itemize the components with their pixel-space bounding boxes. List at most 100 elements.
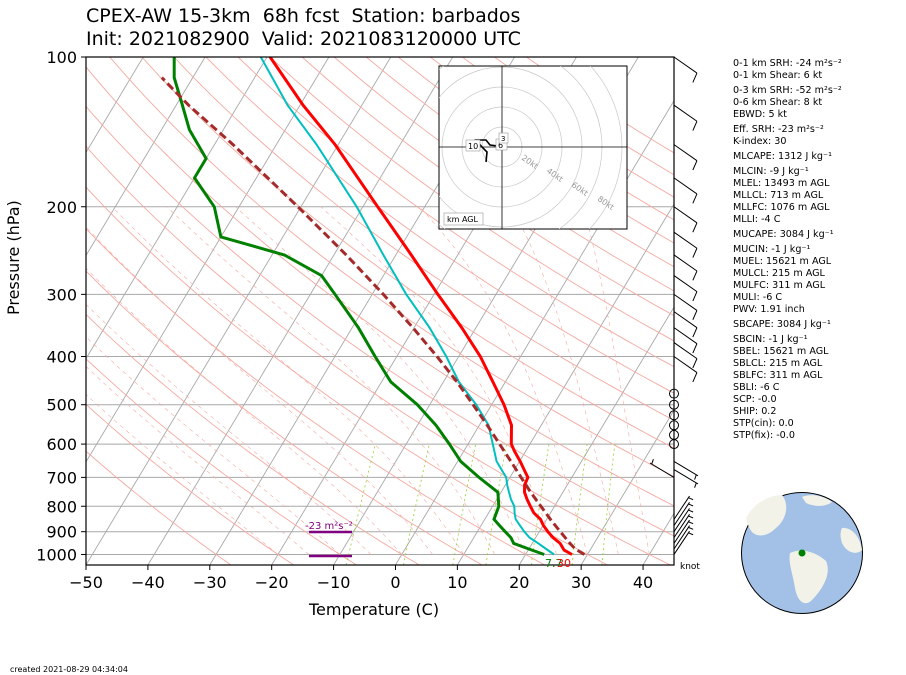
- y-tick-label: 1000: [36, 545, 77, 564]
- index-line: MULI: -6 C: [733, 292, 783, 303]
- index-line: MLCAPE: 1312 J kg⁻¹: [733, 151, 832, 162]
- x-tick-label: −10: [317, 573, 351, 592]
- isotherm-line: [518, 306, 674, 565]
- y-tick-label: 900: [46, 523, 77, 542]
- moist-adiabat: [86, 366, 310, 555]
- isotherm-line: [86, 57, 144, 154]
- dry-adiabat: [109, 57, 674, 478]
- wind-barb: [673, 327, 698, 354]
- wind-barb: [673, 144, 698, 171]
- x-tick-label: 40: [633, 573, 653, 592]
- wind-barb: [673, 206, 698, 233]
- x-tick-label: −40: [131, 573, 165, 592]
- index-line: MLEL: 13493 m AGL: [733, 178, 830, 189]
- y-tick-label: 600: [46, 435, 77, 454]
- index-line: 0-6 km Shear: 8 kt: [733, 97, 823, 108]
- dry-adiabat: [86, 145, 671, 565]
- wind-barb: [673, 502, 694, 526]
- africa-landmass: [840, 527, 862, 553]
- wind-barb: [673, 356, 698, 383]
- mixing-ratio-line: [403, 444, 430, 565]
- index-line: MULFC: 311 m AGL: [733, 280, 826, 291]
- index-line: SBCAPE: 3084 J kg⁻¹: [733, 319, 831, 330]
- dry-adiabat: [205, 57, 674, 394]
- moist-adiabat: [320, 206, 557, 555]
- index-line: PWV: 1.91 inch: [733, 304, 805, 315]
- south-america-landmass: [789, 550, 828, 604]
- knots-label: knot: [680, 562, 700, 572]
- moist-adiabat: [111, 206, 464, 555]
- index-line: SHIP: 0.2: [733, 406, 777, 417]
- calm-wind-circle: [669, 399, 679, 410]
- dry-adiabat: [237, 57, 674, 368]
- mixing-ratio-line: [601, 444, 616, 565]
- isotherm-line: [456, 203, 674, 565]
- index-line: SBLCL: 215 m AGL: [733, 358, 823, 369]
- chart-subtitle: Init: 2021082900 Valid: 2021083120000 UT…: [86, 28, 521, 50]
- index-line: SBLFC: 311 m AGL: [733, 370, 823, 381]
- wind-barb: [673, 231, 698, 258]
- wind-barb: [673, 311, 698, 338]
- plot-frame: [85, 56, 675, 566]
- index-line: MLLFC: 1076 m AGL: [733, 202, 830, 213]
- y-tick-label: 400: [46, 348, 77, 367]
- hodo-height-label: 3: [501, 135, 505, 143]
- greenland-landmass: [802, 495, 832, 506]
- x-tick-label: −20: [255, 573, 289, 592]
- wind-barb: [673, 460, 699, 480]
- dry-adiabat: [86, 358, 357, 565]
- indices-panel: 0-1 km SRH: -24 m²s⁻² 0-1 km Shear: 6 kt 0…: [733, 58, 903, 442]
- series-parcel: [160, 76, 586, 556]
- wind-barb: [649, 459, 675, 478]
- mixing-ratio-line: [345, 444, 376, 565]
- series-temperature: [268, 57, 573, 556]
- index-line: SBLI: -6 C: [733, 382, 780, 393]
- wind-barb: [673, 508, 694, 532]
- isotherm-line: [395, 99, 674, 565]
- isotherm-line: [86, 57, 268, 360]
- moist-adiabat: [166, 206, 495, 555]
- dry-adiabat: [333, 57, 674, 292]
- x-tick-label: 10: [447, 573, 467, 592]
- dry-adiabat: [86, 186, 608, 565]
- moist-adiabat: [235, 206, 526, 555]
- station-location-dot: [798, 549, 806, 557]
- index-line: MULCL: 215 m AGL: [733, 268, 825, 279]
- dry-adiabat: [86, 313, 420, 565]
- wind-barb: [673, 104, 698, 131]
- calm-wind-circle: [669, 420, 679, 431]
- calm-wind-circle: [669, 410, 679, 421]
- mixing-ratio-line: [530, 444, 550, 565]
- dry-adiabat: [301, 57, 674, 317]
- dry-adiabat: [173, 57, 674, 421]
- index-line: MLCIN: -9 J kg⁻¹: [733, 166, 809, 177]
- index-line: Eff. SRH: -23 m²s⁻²: [733, 124, 824, 135]
- calm-wind-circle: [669, 388, 679, 399]
- series-wet-bulb: [259, 57, 555, 556]
- y-tick-label: 700: [46, 468, 77, 487]
- wind-barb: [673, 177, 698, 204]
- index-line: MUCIN: -1 J kg⁻¹: [733, 244, 811, 255]
- moist-adiabat: [86, 226, 433, 555]
- eff-srh-label: -23 m²s⁻²: [305, 521, 353, 532]
- hodo-unit-label: km AGL: [447, 215, 479, 224]
- index-line: MUEL: 15621 m AGL: [733, 256, 832, 267]
- index-line: SCP: -0.0: [733, 394, 777, 405]
- moist-adiabat: [511, 206, 619, 555]
- y-tick-label: 800: [46, 497, 77, 516]
- index-line: MLLI: -4 C: [733, 214, 781, 225]
- x-tick-label: 30: [571, 573, 591, 592]
- wind-barb: [673, 530, 694, 555]
- mixing-ratio-line: [571, 444, 588, 565]
- wind-barb: [673, 514, 694, 538]
- x-axis-label: Temperature (C): [309, 600, 440, 619]
- hodograph-inset: 20kt 40kt 60kt 80kt 10 6 3 km AGL: [438, 65, 628, 230]
- moist-adiabat: [86, 394, 279, 555]
- wind-barb: [673, 254, 698, 281]
- isotherm-line: [0, 57, 19, 565]
- globe-locator: [741, 492, 863, 614]
- series-dewpoint: [172, 57, 545, 556]
- index-line: SBCIN: -1 J kg⁻¹: [733, 334, 808, 345]
- wind-barb: [673, 293, 698, 320]
